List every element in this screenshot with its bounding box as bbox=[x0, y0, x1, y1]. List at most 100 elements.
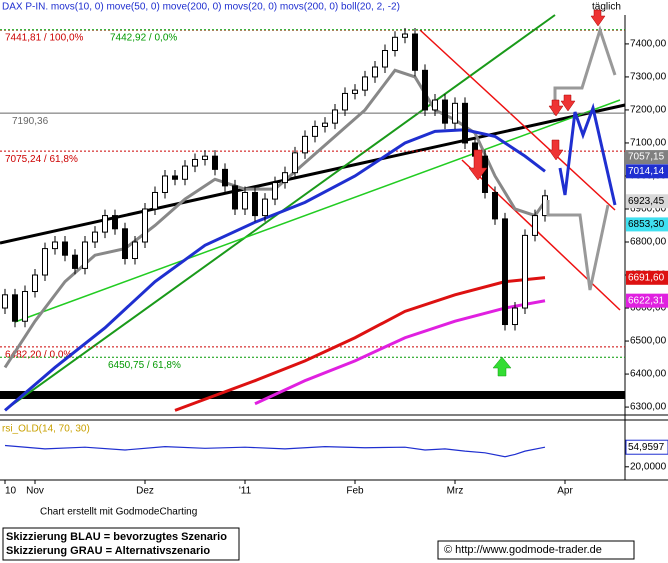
value-marker-label: 7014,14 bbox=[628, 166, 665, 177]
candle-body bbox=[192, 158, 198, 167]
value-marker-label: 6923,45 bbox=[628, 196, 665, 207]
candle-body bbox=[52, 241, 58, 250]
value-marker-label: 6691,60 bbox=[628, 272, 665, 283]
candle-body bbox=[342, 92, 348, 111]
arrow-down bbox=[560, 94, 576, 112]
candle-body bbox=[392, 36, 398, 52]
note-box bbox=[2, 527, 240, 561]
y-tick-label: 7100,00 bbox=[630, 138, 667, 149]
indicator-line bbox=[174, 276, 546, 412]
candle-body bbox=[182, 165, 188, 180]
chart-title: DAX P-IN. movs(10, 0) move(50, 0) move(2… bbox=[2, 2, 400, 13]
candle-body bbox=[202, 155, 208, 160]
plot-area: 6300,006400,006500,006600,006700,006800,… bbox=[0, 28, 668, 497]
value-marker bbox=[626, 293, 668, 308]
trendline bbox=[14, 99, 621, 323]
arrow-down bbox=[468, 149, 488, 181]
value-marker bbox=[626, 217, 668, 232]
candle-body bbox=[352, 89, 358, 94]
candle-body bbox=[252, 191, 258, 217]
candle-body bbox=[2, 294, 8, 309]
scenario-gray bbox=[546, 200, 610, 291]
note: Skizzierung GRAU = Alternativszenario bbox=[6, 545, 210, 557]
x-tick-label: 10 bbox=[5, 486, 17, 497]
candle-body bbox=[492, 191, 498, 220]
candle-body bbox=[432, 99, 438, 111]
y-tick-label: 6500,00 bbox=[630, 336, 667, 347]
scenario-gray bbox=[553, 25, 617, 115]
footer: Chart erstellt mit GodmodeCharting bbox=[40, 507, 197, 518]
candle-body bbox=[422, 69, 428, 111]
note: Skizzierung BLAU = bevorzugtes Szenario bbox=[6, 531, 227, 543]
candle-body bbox=[532, 215, 538, 236]
y-tick-label: 6600,00 bbox=[630, 303, 667, 314]
y-tick-label: 7300,00 bbox=[630, 72, 667, 83]
candle-body bbox=[62, 241, 68, 256]
arrow-up bbox=[492, 356, 512, 377]
candle-body bbox=[482, 155, 488, 193]
value-marker-label: 7057,15 bbox=[628, 152, 665, 163]
trendline bbox=[461, 159, 621, 311]
candle-body bbox=[232, 185, 238, 210]
level-label: 7190,36 bbox=[12, 116, 49, 127]
x-tick-label: Mrz bbox=[447, 486, 464, 497]
y-tick-label: 6800,00 bbox=[630, 237, 667, 248]
candle-body bbox=[102, 215, 108, 233]
candle-body bbox=[502, 218, 508, 326]
candle-body bbox=[452, 102, 458, 124]
x-tick-label: Dez bbox=[136, 486, 154, 497]
candle-body bbox=[362, 76, 368, 91]
candle-body bbox=[262, 198, 268, 217]
level-label: 6482,20 / 0,0% bbox=[5, 350, 72, 361]
candle-body bbox=[42, 248, 48, 276]
candle-body bbox=[82, 241, 88, 269]
candle-body bbox=[522, 234, 528, 309]
candle-body bbox=[122, 228, 128, 260]
y-tick-label: 6400,00 bbox=[630, 369, 667, 380]
rsi-marker bbox=[625, 439, 668, 455]
candle-body bbox=[152, 191, 158, 210]
rsi-tick-label: 20,0000 bbox=[630, 461, 667, 472]
y-tick-label: 6900,00 bbox=[630, 204, 667, 215]
candle-body bbox=[462, 102, 468, 144]
candle-body bbox=[142, 208, 148, 243]
candle-body bbox=[212, 155, 218, 170]
value-marker-label: 6622,31 bbox=[628, 295, 665, 306]
candle-body bbox=[242, 191, 248, 210]
level-label: 7442,92 / 0,0% bbox=[110, 32, 177, 43]
indicator-line bbox=[4, 128, 546, 412]
level-label: 7441,81 / 100,0% bbox=[5, 33, 84, 44]
candle-body bbox=[402, 33, 408, 38]
scenario-blue bbox=[558, 102, 617, 206]
candle-body bbox=[222, 168, 228, 187]
trendline bbox=[419, 29, 616, 211]
candle-body bbox=[92, 231, 98, 243]
copyright: © http://www.godmode-trader.de bbox=[444, 544, 602, 556]
candle-body bbox=[22, 291, 28, 322]
arrow-down bbox=[548, 139, 564, 161]
x-tick-label: Feb bbox=[346, 486, 364, 497]
support-band bbox=[0, 391, 625, 399]
value-marker bbox=[626, 194, 668, 209]
y-tick-label: 7200,00 bbox=[630, 105, 667, 116]
value-marker bbox=[626, 164, 668, 179]
candle-body bbox=[322, 122, 328, 127]
copyright-box bbox=[437, 540, 635, 560]
candle-body bbox=[512, 307, 518, 326]
candle-body bbox=[32, 274, 38, 293]
y-tick-label: 7400,00 bbox=[630, 39, 667, 50]
candle-body bbox=[332, 109, 338, 124]
x-tick-label: '11 bbox=[239, 486, 252, 497]
candle-body bbox=[12, 294, 18, 322]
candle-body bbox=[412, 33, 418, 71]
candle-body bbox=[442, 99, 448, 124]
scenarios bbox=[546, 25, 617, 291]
rsi-line bbox=[4, 444, 546, 458]
arrow-down bbox=[548, 99, 564, 117]
candle-body bbox=[112, 215, 118, 230]
candle-body bbox=[372, 66, 378, 78]
rsi-marker-label: 54,9597 bbox=[628, 442, 665, 453]
candle-body bbox=[282, 172, 288, 184]
y-tick-label: 6300,00 bbox=[630, 402, 667, 413]
